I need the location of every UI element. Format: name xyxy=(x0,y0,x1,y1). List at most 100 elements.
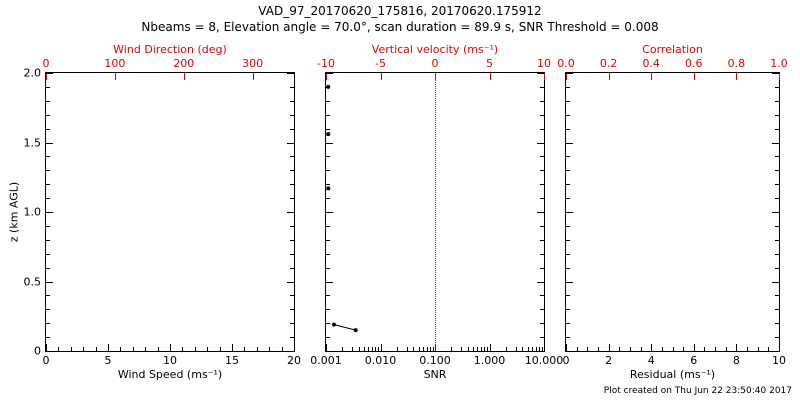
x-minor-tick-mark xyxy=(576,347,578,351)
x-minor-tick-mark xyxy=(725,347,727,351)
y-minor-tick-mark xyxy=(566,309,570,311)
x-minor-tick-mark xyxy=(352,347,353,351)
y-minor-tick-mark xyxy=(290,156,294,158)
x-tick-mark xyxy=(294,344,295,351)
y-minor-tick-mark xyxy=(566,184,570,186)
y-tick-mark xyxy=(46,351,53,352)
top-axis-tick-label: 10 xyxy=(537,57,551,70)
x-tick-label: 0 xyxy=(42,354,50,367)
top-axis-tick-label: -5 xyxy=(375,57,386,70)
x-minor-tick-mark xyxy=(375,347,377,351)
y-tick-mark xyxy=(537,351,544,352)
x-tick-mark xyxy=(651,344,653,351)
y-tick-mark xyxy=(287,73,294,74)
y-tick-mark xyxy=(566,281,573,283)
y-tick-label: 1.0 xyxy=(23,205,42,219)
wind-speed-axis-label: Wind Speed (ms⁻¹) xyxy=(117,368,223,381)
y-minor-tick-mark xyxy=(326,267,330,269)
y-minor-tick-mark xyxy=(540,295,544,297)
top-axis-tick-mark xyxy=(651,73,653,80)
y-minor-tick-mark xyxy=(46,253,50,255)
y-minor-tick-mark xyxy=(326,114,330,116)
y-minor-tick-mark xyxy=(775,198,779,200)
y-minor-tick-mark xyxy=(46,239,50,241)
y-minor-tick-mark xyxy=(540,170,544,172)
x-minor-tick-mark xyxy=(396,347,398,351)
y-minor-tick-mark xyxy=(566,100,570,102)
x-minor-tick-mark xyxy=(481,347,483,351)
x-tick-label: 4 xyxy=(647,354,655,367)
x-minor-tick-mark xyxy=(477,347,479,351)
y-minor-tick-mark xyxy=(46,337,50,339)
top-axis-tick-mark xyxy=(326,73,327,80)
x-minor-tick-mark xyxy=(619,347,621,351)
y-minor-tick-mark xyxy=(566,156,570,158)
wind-direction-axis-label: Wind Direction (deg) xyxy=(113,43,227,56)
y-minor-tick-mark xyxy=(290,267,294,269)
y-minor-tick-mark xyxy=(775,225,779,227)
y-minor-tick-mark xyxy=(540,253,544,255)
x-tick-label: 6 xyxy=(690,354,698,367)
x-minor-tick-mark xyxy=(157,347,159,351)
x-minor-tick-mark xyxy=(704,347,706,351)
x-minor-tick-mark xyxy=(194,347,196,351)
wind-speed-panel: Wind Direction (deg) Wind Speed (ms⁻¹) 0… xyxy=(24,43,302,381)
y-tick-mark xyxy=(287,351,294,352)
y-minor-tick-mark xyxy=(326,239,330,241)
y-minor-tick-mark xyxy=(775,253,779,255)
x-minor-tick-mark xyxy=(715,347,717,351)
x-minor-tick-mark xyxy=(120,347,122,351)
y-tick-mark xyxy=(46,142,53,144)
top-axis-tick-label: 200 xyxy=(173,57,195,70)
y-minor-tick-mark xyxy=(290,309,294,311)
y-minor-tick-mark xyxy=(290,86,294,88)
x-minor-tick-mark xyxy=(58,347,60,351)
y-minor-tick-mark xyxy=(540,309,544,311)
y-minor-tick-mark xyxy=(775,184,779,186)
x-minor-tick-mark xyxy=(541,347,543,351)
y-minor-tick-mark xyxy=(566,170,570,172)
top-axis-tick-label: 0.6 xyxy=(685,57,703,70)
y-minor-tick-mark xyxy=(290,184,294,186)
y-tick-mark xyxy=(287,142,294,144)
y-tick-mark xyxy=(326,351,333,352)
x-minor-tick-mark xyxy=(672,347,674,351)
data-point xyxy=(326,84,331,89)
y-minor-tick-mark xyxy=(46,170,50,172)
x-minor-tick-mark xyxy=(342,347,344,351)
y-minor-tick-mark xyxy=(290,114,294,116)
plot-title: VAD_97_20170620_175816, 20170620.175912 xyxy=(258,4,542,18)
y-minor-tick-mark xyxy=(46,100,50,102)
top-axis-tick-label: 0.2 xyxy=(599,57,618,70)
x-minor-tick-mark xyxy=(487,347,488,351)
vertical-velocity-axis-label: Vertical velocity (ms⁻¹) xyxy=(371,43,499,56)
y-minor-tick-mark xyxy=(566,225,570,227)
y-minor-tick-mark xyxy=(326,100,330,102)
y-minor-tick-mark xyxy=(290,225,294,227)
top-axis-tick-mark xyxy=(114,73,116,80)
x-minor-tick-mark xyxy=(426,347,428,351)
y-minor-tick-mark xyxy=(775,128,779,130)
y-minor-tick-mark xyxy=(326,184,330,186)
y-minor-tick-mark xyxy=(290,128,294,130)
y-minor-tick-mark xyxy=(775,86,779,88)
y-tick-label: 2.0 xyxy=(23,66,42,80)
y-minor-tick-mark xyxy=(566,295,570,297)
y-tick-mark xyxy=(326,142,333,144)
y-tick-mark xyxy=(772,73,779,74)
y-minor-tick-mark xyxy=(326,198,330,200)
y-minor-tick-mark xyxy=(566,128,570,130)
y-minor-tick-mark xyxy=(566,239,570,241)
y-minor-tick-mark xyxy=(566,86,570,88)
top-axis-tick-mark xyxy=(489,73,491,80)
snr-panel: Vertical velocity (ms⁻¹) SNR 0.001 0.010 0… xyxy=(310,43,563,381)
y-tick-mark xyxy=(772,142,779,144)
x-tick-label: 0.010 xyxy=(364,354,397,367)
data-point xyxy=(353,328,358,333)
top-axis-tick-mark xyxy=(779,73,780,80)
x-tick-mark xyxy=(489,344,491,351)
x-minor-tick-mark xyxy=(461,347,462,351)
y-tick-mark xyxy=(566,73,573,74)
x-tick-mark xyxy=(326,344,327,351)
